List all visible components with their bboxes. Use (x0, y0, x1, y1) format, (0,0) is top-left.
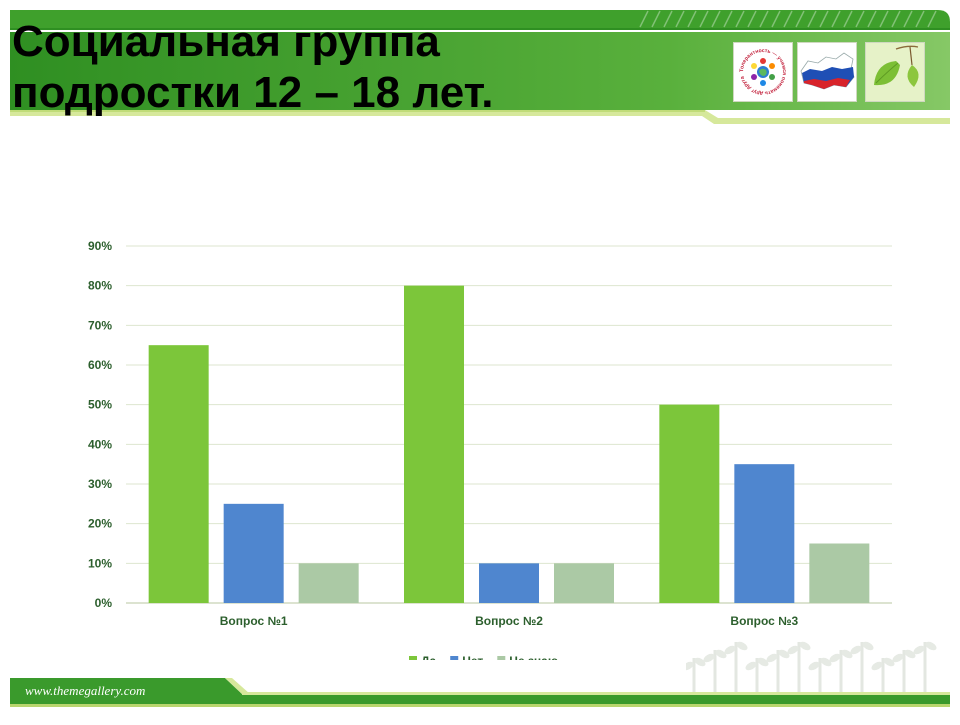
sprouts-decoration (682, 630, 942, 694)
y-tick-label: 0% (95, 596, 113, 610)
sprout-leaf (799, 641, 811, 651)
slide-footer (0, 676, 960, 720)
legend-item: Нет (450, 654, 483, 668)
y-tick-label: 80% (88, 279, 112, 293)
sprout-leaf (850, 645, 862, 655)
sprout-leaf (841, 649, 853, 659)
legend-swatch (450, 656, 459, 664)
bars (148, 285, 870, 603)
sprout-leaf (808, 661, 820, 671)
sprouts-icon (682, 641, 937, 692)
bar (659, 404, 720, 603)
sprout-leaf (820, 657, 832, 667)
sprout-leaf (892, 653, 904, 663)
legend-item: Не знаю (497, 654, 558, 668)
bar (554, 563, 614, 603)
bar-chart: 0% 10% 20% 30% 40% 50% 60% 70% 80% 90% Вопрос №1 В… (60, 230, 930, 668)
sprout-leaf (913, 645, 925, 655)
chart-canvas: 0%10%20%30%40%50%60%70%80%90% Вопрос №1 В… (88, 239, 892, 668)
sprout-leaf (724, 645, 736, 655)
sprout-leaf (694, 657, 706, 667)
y-tick-label: 60% (88, 358, 112, 372)
tolerance-emblem-icon: Толерантность — учимся понимать друг дру… (737, 46, 789, 98)
title-line-1: Социальная группа (12, 17, 440, 66)
footer-url[interactable]: www.themegallery.com (25, 683, 146, 698)
y-tick-label: 90% (88, 239, 112, 253)
sprout-leaf (862, 641, 874, 651)
y-tick-label: 50% (88, 398, 112, 412)
sprout-leaf (925, 641, 937, 651)
legend-label: Да (421, 654, 437, 660)
slide-title: Социальная группа подростки 12 – 18 лет. (12, 16, 494, 118)
footer-banner (10, 678, 950, 707)
sprout-leaf (757, 657, 769, 667)
sprout-leaf (829, 653, 841, 663)
sprout-leaf (715, 649, 727, 659)
x-category-label: Вопрос №2 (475, 614, 543, 628)
header-banner (10, 10, 950, 124)
bar (298, 563, 359, 603)
sprout-leaf (745, 661, 757, 671)
legend-swatch (497, 656, 506, 664)
sprout-leaf (883, 657, 895, 667)
sprout-leaf (778, 649, 790, 659)
tolerance-logo: Толерантность — учимся понимать друг дру… (733, 42, 793, 102)
y-axis-ticks: 0% 10% 20% 30% 40% 50% 60% 70% 80% 90% (88, 239, 112, 610)
sprout-leaf (703, 653, 715, 663)
russia-flag-map-icon (798, 43, 856, 101)
x-category-label: Вопрос №1 (220, 614, 288, 628)
sprout-leaf (736, 641, 748, 651)
y-tick-label: 30% (88, 477, 112, 491)
bar (148, 345, 209, 603)
leaves-logo (865, 42, 925, 102)
x-category-label: Вопрос №3 (730, 614, 798, 628)
legend-label: Нет (462, 654, 483, 660)
legend-label: Не знаю (509, 654, 558, 660)
bar (479, 563, 539, 603)
bar (809, 543, 870, 603)
chart-legend: Да Нет Не знаю (409, 654, 558, 668)
bar (734, 464, 795, 603)
title-line-2: подростки 12 – 18 лет. (12, 68, 494, 117)
bar (404, 285, 464, 603)
russia-map-logo (797, 42, 857, 102)
legend-swatch (409, 656, 417, 664)
slide-header: Социальная группа подростки 12 – 18 лет.… (0, 0, 960, 130)
x-axis-categories: Вопрос №1 Вопрос №2 Вопрос №3 (220, 614, 799, 628)
y-tick-label: 40% (88, 437, 112, 451)
y-tick-label: 10% (88, 556, 112, 570)
y-tick-label: 70% (88, 318, 112, 332)
green-leaves-icon (866, 43, 924, 101)
sprout-leaf (787, 645, 799, 655)
legend-item: Да (409, 654, 437, 668)
sprout-leaf (904, 649, 916, 659)
y-tick-label: 20% (88, 517, 112, 531)
sprout-leaf (871, 661, 883, 671)
logo-group: Толерантность — учимся понимать друг дру… (733, 42, 925, 104)
bar (223, 503, 284, 603)
sprout-leaf (766, 653, 778, 663)
sprout-leaf (682, 661, 694, 671)
